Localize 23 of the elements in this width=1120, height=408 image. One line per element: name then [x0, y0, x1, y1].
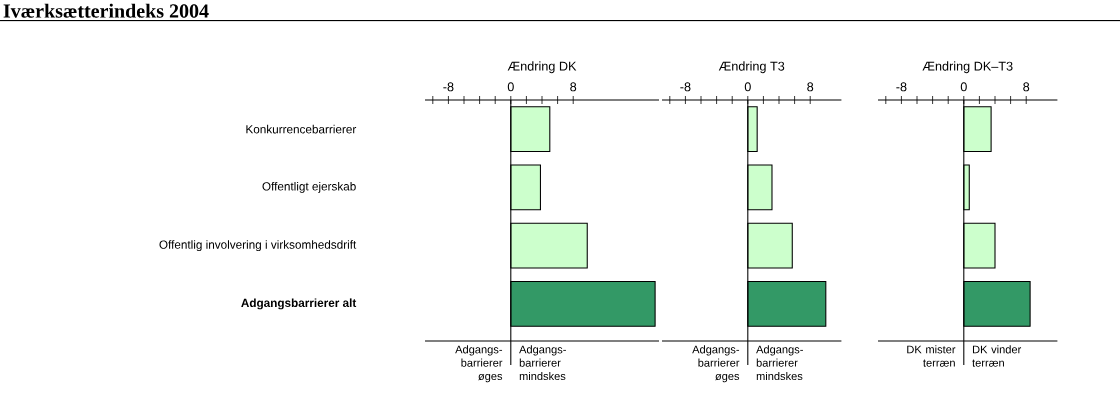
annotation: Adgangs- barrierer mindskes [756, 345, 803, 381]
x-tick-label: 0 [507, 82, 514, 92]
x-axis-title: Ændring DK–T3 [922, 61, 1013, 74]
annotation: DK mister terræn [907, 345, 956, 367]
annotation: DK vinder terræn [972, 345, 1022, 367]
text: Iværksætterindeks 2004 [3, 3, 209, 18]
annotation: Adgangs- barrierer øges [455, 345, 503, 383]
y-tick-label: Offentligt ejerskab [262, 181, 356, 193]
y-tick-label: Offentlig involvering i virksomhedsdrift [159, 240, 357, 252]
x-tick-label: 0 [960, 82, 967, 92]
x-axis-title: Ændring T3 [718, 61, 785, 74]
annotation: Adgangs- barrierer øges [692, 345, 740, 383]
x-tick-label: -8 [680, 82, 691, 92]
x-tick-label: 0 [744, 82, 751, 92]
x-tick-label: -8 [896, 82, 907, 92]
x-tick-label: 8 [807, 82, 814, 92]
x-tick-label: 8 [1023, 82, 1030, 92]
x-tick-label: -8 [443, 82, 454, 92]
y-tick-label: Konkurrencebarrierer [246, 124, 357, 134]
y-tick-label: Adgangsbarrierer alt [241, 298, 357, 310]
annotation: Adgangs- barrierer mindskes [519, 345, 566, 381]
x-tick-label: 8 [570, 82, 577, 92]
x-axis-title: Ændring DK [507, 61, 577, 74]
